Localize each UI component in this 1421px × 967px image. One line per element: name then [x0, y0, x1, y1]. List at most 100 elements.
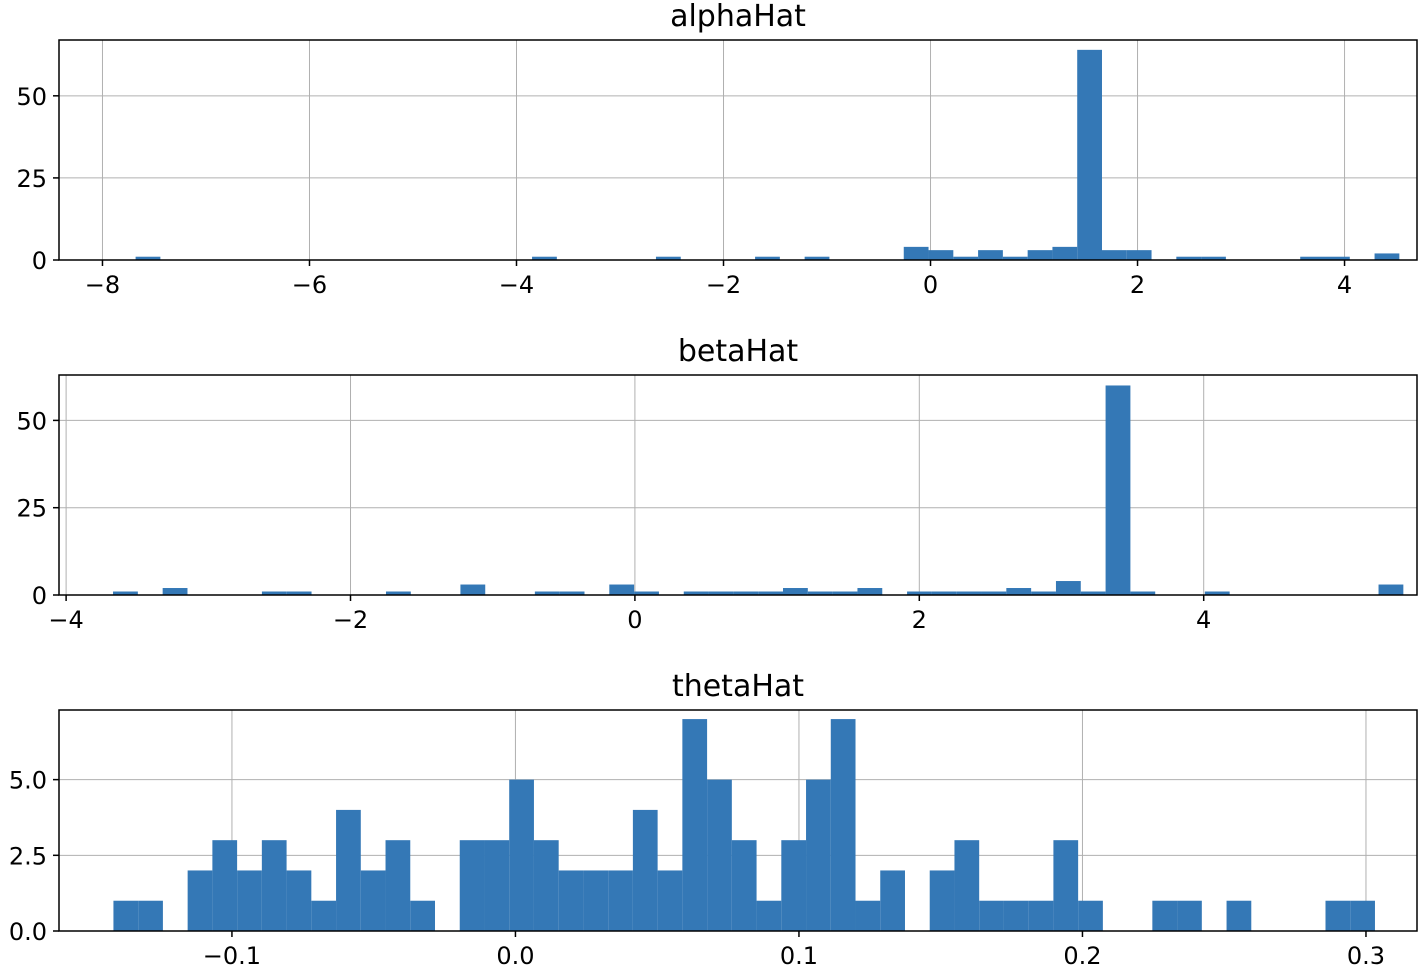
- histogram-bar: [558, 870, 584, 931]
- histogram-bar: [286, 591, 312, 595]
- histogram-bar: [634, 591, 659, 595]
- histogram-bar: [1105, 385, 1131, 595]
- histogram-bar: [931, 591, 957, 595]
- histogram-bar: [1374, 253, 1400, 260]
- y-tick-label: 25: [16, 495, 47, 523]
- histogram-bar: [1031, 591, 1056, 595]
- histogram-bar: [953, 256, 979, 260]
- histogram-bar: [509, 779, 534, 931]
- histogram-bar: [857, 588, 883, 595]
- histogram-bar: [336, 809, 361, 931]
- histogram-bar: [484, 840, 510, 931]
- histogram-bar: [1325, 256, 1350, 260]
- panel-title: betaHat: [678, 334, 799, 369]
- histogram-bar: [981, 591, 1007, 595]
- histogram-bar: [1002, 256, 1028, 260]
- histogram-bar: [583, 870, 609, 931]
- histogram-bar: [756, 900, 782, 931]
- histogram-bar: [460, 584, 486, 595]
- axes-frame: [58, 39, 1418, 261]
- histogram-bar: [929, 870, 955, 931]
- histogram-bar: [655, 256, 681, 260]
- histogram-bar: [1378, 584, 1404, 595]
- histogram-bar: [707, 779, 732, 931]
- histogram-bar: [1204, 591, 1230, 595]
- histogram-bar: [1078, 900, 1103, 931]
- histogram-bar: [731, 840, 757, 931]
- histogram-bar: [1176, 256, 1202, 260]
- histogram-bar: [212, 840, 238, 931]
- x-tick-label: −0.1: [203, 942, 261, 967]
- histogram-bar: [783, 588, 808, 595]
- x-tick-label: −8: [85, 271, 120, 299]
- histogram-bar: [683, 591, 709, 595]
- histogram-bar: [1027, 250, 1053, 260]
- histogram-bar: [1177, 900, 1202, 931]
- histogram-bar: [286, 870, 312, 931]
- histogram-bar: [708, 591, 734, 595]
- y-tick-label: 5.0: [9, 767, 47, 795]
- x-tick-label: 0.2: [1063, 942, 1101, 967]
- histogram-bar: [135, 256, 161, 260]
- histogram-bar: [533, 840, 559, 931]
- histogram-bar: [807, 591, 833, 595]
- y-tick-label: 50: [16, 83, 47, 111]
- axes-frame: [58, 709, 1418, 932]
- histogram-bar: [162, 588, 188, 595]
- histogram-bar: [830, 719, 856, 931]
- histogram-bar: [781, 840, 807, 931]
- histogram-bar: [385, 591, 411, 595]
- x-tick-label: −6: [292, 271, 327, 299]
- histogram-bar: [1055, 581, 1081, 595]
- histogram-bar: [1080, 591, 1106, 595]
- histogram-bar: [410, 900, 436, 931]
- histogram-bar: [1152, 900, 1178, 931]
- histogram-bar: [1077, 49, 1102, 261]
- histogram-bar: [138, 900, 163, 931]
- histogram-bar: [903, 246, 929, 260]
- x-tick-label: −4: [48, 606, 83, 634]
- histogram-bar: [532, 256, 557, 260]
- histogram-bar: [1003, 900, 1029, 931]
- histogram-bar: [907, 591, 932, 595]
- x-tick-label: −2: [706, 271, 741, 299]
- x-tick-label: 2: [912, 606, 927, 634]
- histogram-bar: [1028, 900, 1054, 931]
- x-tick-label: −4: [499, 271, 534, 299]
- x-tick-label: 4: [1196, 606, 1211, 634]
- histogram-bar: [682, 719, 708, 931]
- x-tick-label: 0.0: [496, 942, 534, 967]
- x-tick-label: −2: [333, 606, 368, 634]
- histogram-bar: [1350, 900, 1375, 931]
- y-tick-label: 0: [32, 582, 47, 610]
- histogram-bar: [855, 900, 881, 931]
- y-tick-label: 0.0: [9, 918, 47, 946]
- histogram-bar: [261, 840, 287, 931]
- histogram-bar: [237, 870, 262, 931]
- histogram-bar: [1053, 840, 1079, 931]
- histogram-bar: [806, 779, 831, 931]
- histogram-bar: [956, 591, 982, 595]
- histogram-bar: [559, 591, 585, 595]
- histogram-bar: [979, 900, 1004, 931]
- panel-title: thetaHat: [672, 669, 804, 704]
- histogram-bar: [261, 591, 287, 595]
- histogram-bar: [113, 591, 138, 595]
- histogram-bar: [1126, 250, 1152, 260]
- y-tick-label: 25: [16, 165, 47, 193]
- histogram-bar: [928, 250, 954, 260]
- histogram-bar: [880, 870, 905, 931]
- histogram-bar: [632, 809, 658, 931]
- histogram-bar: [1300, 256, 1326, 260]
- histogram-bar: [608, 870, 633, 931]
- histogram-bar: [1226, 900, 1252, 931]
- histogram-bar: [1325, 900, 1351, 931]
- y-tick-label: 50: [16, 407, 47, 435]
- histogram-bar: [187, 870, 213, 931]
- y-tick-label: 0: [32, 247, 47, 275]
- panel-thetahat: thetaHat −0.1 0.0 0.1 0.2 0.3 0.0 2.5 5.0: [9, 669, 1418, 967]
- panel-title: alphaHat: [670, 0, 806, 34]
- histogram-bar: [758, 591, 784, 595]
- histogram-bar: [755, 256, 780, 260]
- histogram-bar: [534, 591, 560, 595]
